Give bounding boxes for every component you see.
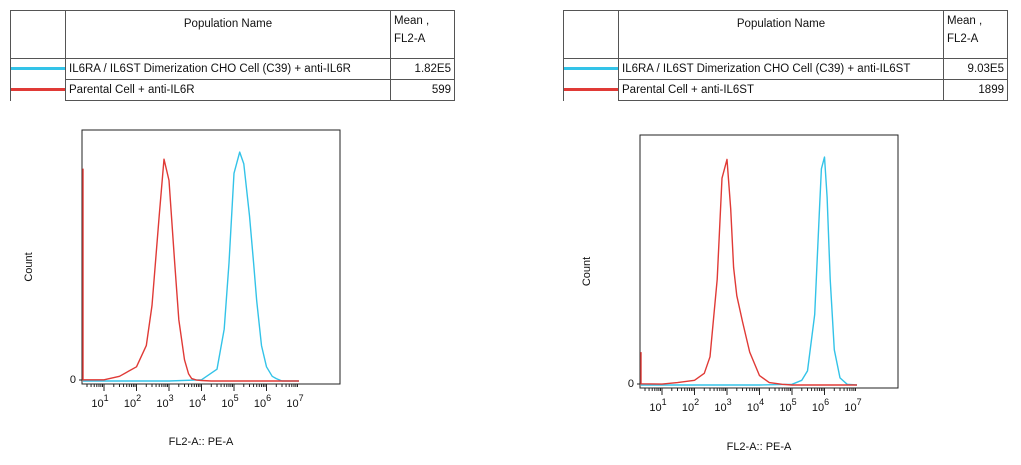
x-tick-label: 103 <box>156 393 173 410</box>
x-axis-label: FL2-A:: PE-A <box>727 441 792 453</box>
y-axis-label: Count <box>23 252 35 281</box>
legend-blank-cell <box>10 10 66 59</box>
population-legend-table: Population Name Mean , FL2-A IL6RA / IL6S… <box>10 10 455 101</box>
mean-header-line2: FL2-A <box>947 33 979 45</box>
population-name-header: Population Name <box>65 10 391 59</box>
x-tick-label: 102 <box>682 397 699 414</box>
cyan-line-swatch <box>564 67 618 70</box>
histogram-series-line <box>641 156 858 386</box>
mean-header-line1: Mean , <box>394 15 430 27</box>
x-tick-label: 107 <box>844 397 861 414</box>
mean-header: Mean , FL2-A <box>943 10 1008 59</box>
histogram-series-line <box>82 158 299 382</box>
population-legend-table: Population Name Mean , FL2-A IL6RA / IL6S… <box>563 10 1008 101</box>
cyan-line-swatch <box>11 67 65 70</box>
legend-blank-cell <box>563 10 619 59</box>
legend-row-mean: 1899 <box>943 79 1008 101</box>
mean-header: Mean , FL2-A <box>390 10 455 59</box>
x-tick-label: 105 <box>221 393 238 410</box>
plot-frame <box>81 129 341 385</box>
mean-header-line2: FL2-A <box>394 33 426 45</box>
histogram-panel-left: Population Name Mean , FL2-A IL6RA / IL6S… <box>0 0 470 465</box>
legend-row-mean: 1.82E5 <box>390 58 455 80</box>
x-tick-label: 101 <box>91 393 108 410</box>
x-tick-label: 106 <box>254 393 271 410</box>
population-name-header: Population Name <box>618 10 944 59</box>
legend-row-swatch <box>10 58 66 80</box>
y-tick-label: 0 <box>70 374 76 386</box>
x-tick-label: 106 <box>812 397 829 414</box>
legend-row-name: IL6RA / IL6ST Dimerization CHO Cell (C39… <box>618 58 944 80</box>
histogram-panel-right: Population Name Mean , FL2-A IL6RA / IL6S… <box>552 0 1021 465</box>
x-tick-label: 103 <box>714 397 731 414</box>
legend-row-swatch <box>10 79 66 101</box>
legend-row-name: Parental Cell + anti-IL6ST <box>618 79 944 101</box>
legend-row-swatch <box>563 79 619 101</box>
x-tick-label: 104 <box>747 397 764 414</box>
legend-row-swatch <box>563 58 619 80</box>
legend-row-mean: 9.03E5 <box>943 58 1008 80</box>
y-axis-label: Count <box>581 257 593 286</box>
x-tick-label: 102 <box>124 393 141 410</box>
x-tick-label: 105 <box>779 397 796 414</box>
x-tick-label: 104 <box>189 393 206 410</box>
red-line-swatch <box>564 87 618 91</box>
legend-row-name: IL6RA / IL6ST Dimerization CHO Cell (C39… <box>65 58 391 80</box>
x-tick-label: 107 <box>286 393 303 410</box>
legend-row-name: Parental Cell + anti-IL6R <box>65 79 391 101</box>
x-axis-label: FL2-A:: PE-A <box>169 436 234 448</box>
plot-frame <box>639 134 899 389</box>
mean-header-line1: Mean , <box>947 15 983 27</box>
red-line-swatch <box>11 87 65 91</box>
x-tick-label: 101 <box>649 397 666 414</box>
histogram-series-line <box>83 151 299 382</box>
histogram-series-line <box>640 158 857 386</box>
y-tick-label: 0 <box>628 378 634 390</box>
legend-row-mean: 599 <box>390 79 455 101</box>
